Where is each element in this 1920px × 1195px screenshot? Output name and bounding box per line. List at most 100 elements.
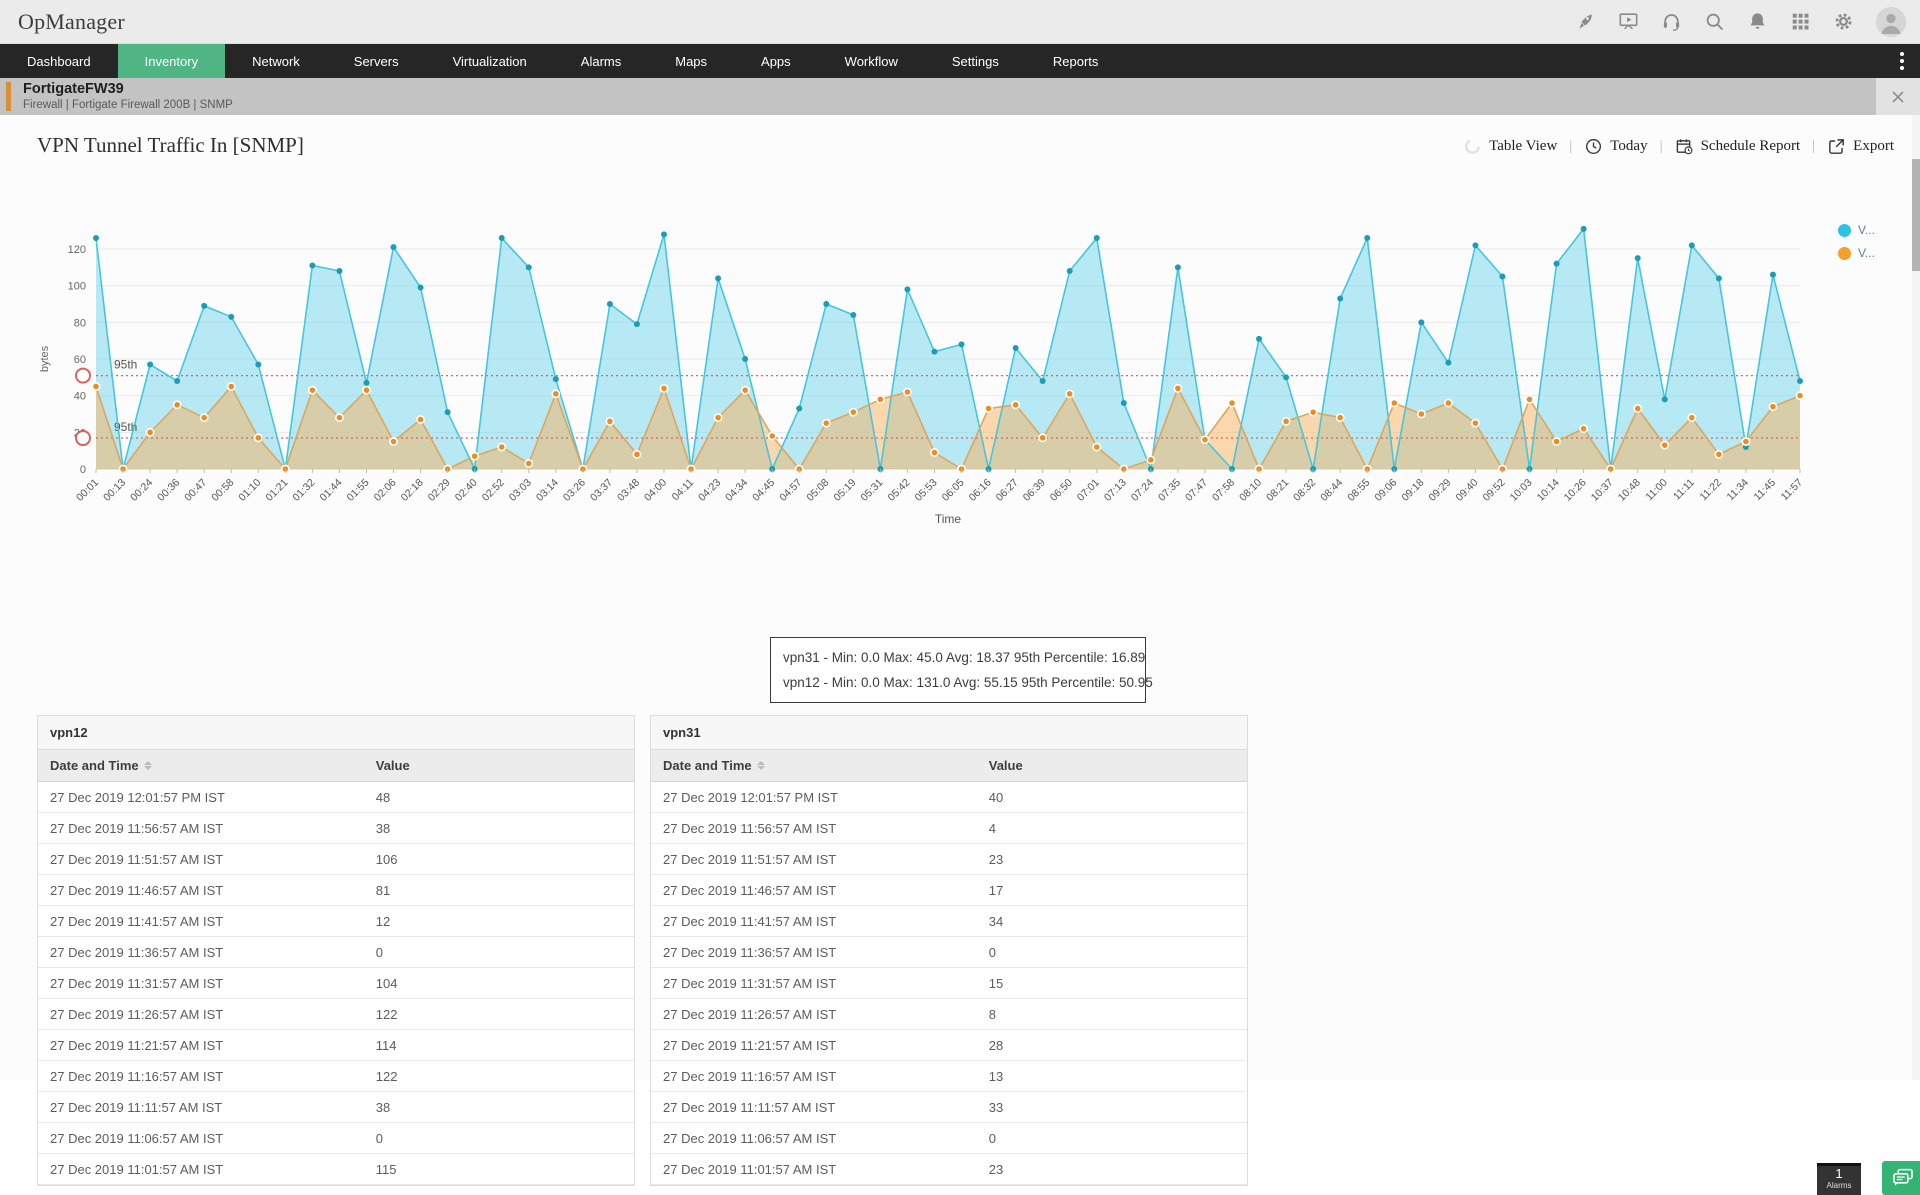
table-view-icon <box>1465 138 1481 155</box>
toolbar-separator: | <box>1569 138 1573 154</box>
avatar[interactable] <box>1876 6 1906 37</box>
svg-text:40: 40 <box>74 391 86 403</box>
table-row[interactable]: 27 Dec 2019 11:06:57 AM IST 0 <box>38 1123 634 1154</box>
cell-datetime: 27 Dec 2019 11:31:57 AM IST <box>663 975 837 991</box>
nav-item-servers[interactable]: Servers <box>353 53 399 69</box>
vpn-traffic-chart[interactable]: 020406080100120bytes95th95th00:0100:1300… <box>18 171 1898 535</box>
table-row[interactable]: 27 Dec 2019 11:16:57 AM IST 13 <box>651 1061 1247 1092</box>
table-row[interactable]: 27 Dec 2019 11:41:57 AM IST 34 <box>651 906 1247 937</box>
svg-text:10:26: 10:26 <box>1562 477 1589 504</box>
nav-item-inventory[interactable]: Inventory <box>117 44 226 78</box>
device-accent-bar <box>6 82 11 111</box>
table-row[interactable]: 27 Dec 2019 11:06:57 AM IST 0 <box>651 1123 1247 1154</box>
svg-text:11:57: 11:57 <box>1779 477 1806 504</box>
table-row[interactable]: 27 Dec 2019 12:01:57 PM IST 40 <box>651 782 1247 813</box>
svg-text:03:26: 03:26 <box>561 477 588 504</box>
alarms-badge[interactable]: 1 Alarms <box>1817 1163 1861 1195</box>
table-row[interactable]: 27 Dec 2019 11:26:57 AM IST 8 <box>651 999 1247 1030</box>
nav-item-settings[interactable]: Settings <box>951 53 999 69</box>
cell-value: 106 <box>375 851 398 867</box>
table-row[interactable]: 27 Dec 2019 11:56:57 AM IST 38 <box>38 813 634 844</box>
legend-item-0[interactable]: V... <box>1838 223 1875 237</box>
column-header-date[interactable]: Date and Time <box>38 758 372 773</box>
export-icon <box>1829 139 1845 154</box>
table-row[interactable]: 27 Dec 2019 11:36:57 AM IST 0 <box>651 937 1247 968</box>
svg-text:03:48: 03:48 <box>615 477 642 504</box>
cell-datetime: 27 Dec 2019 11:26:57 AM IST <box>50 1006 224 1022</box>
cell-value: 0 <box>375 1130 383 1146</box>
search-icon[interactable] <box>1704 11 1725 32</box>
schedule-report-button[interactable]: Schedule Report <box>1675 137 1800 156</box>
nav-item-reports[interactable]: Reports <box>1052 53 1099 69</box>
table-row[interactable]: 27 Dec 2019 11:11:57 AM IST 38 <box>38 1092 634 1123</box>
table-title: vpn12 <box>38 716 634 750</box>
svg-text:04:34: 04:34 <box>723 477 750 504</box>
today-button[interactable]: Today <box>1584 137 1648 156</box>
cell-datetime: 27 Dec 2019 11:11:57 AM IST <box>50 1099 223 1115</box>
nav-item-workflow[interactable]: Workflow <box>844 53 898 69</box>
chat-button[interactable] <box>1882 1161 1920 1195</box>
column-header-value[interactable]: Value <box>988 758 1023 773</box>
column-header-value[interactable]: Value <box>375 758 410 773</box>
rocket-icon[interactable] <box>1575 11 1596 32</box>
svg-text:10:03: 10:03 <box>1508 477 1535 504</box>
table-row[interactable]: 27 Dec 2019 11:51:57 AM IST 23 <box>651 844 1247 875</box>
table-view-button[interactable]: Table View <box>1463 137 1557 156</box>
svg-text:09:52: 09:52 <box>1481 477 1508 504</box>
presentation-icon[interactable] <box>1618 11 1639 32</box>
legend-item-1[interactable]: V... <box>1838 246 1875 260</box>
table-row[interactable]: 27 Dec 2019 11:46:57 AM IST 17 <box>651 875 1247 906</box>
svg-text:01:55: 01:55 <box>345 477 372 504</box>
export-button[interactable]: Export <box>1827 137 1894 156</box>
nav-item-maps[interactable]: Maps <box>675 53 708 69</box>
table-row[interactable]: 27 Dec 2019 11:56:57 AM IST 4 <box>651 813 1247 844</box>
nav-overflow-kebab-icon[interactable] <box>1892 44 1912 78</box>
table-row[interactable]: 27 Dec 2019 11:21:57 AM IST 28 <box>651 1030 1247 1061</box>
svg-text:05:31: 05:31 <box>858 477 885 504</box>
nav-item-apps[interactable]: Apps <box>761 53 791 69</box>
cell-value: 4 <box>988 820 996 836</box>
table-row[interactable]: 27 Dec 2019 12:01:57 PM IST 48 <box>38 782 634 813</box>
table-row[interactable]: 27 Dec 2019 11:51:57 AM IST 106 <box>38 844 634 875</box>
nav-item-alarms[interactable]: Alarms <box>580 53 622 69</box>
svg-text:08:10: 08:10 <box>1237 477 1264 504</box>
table-row[interactable]: 27 Dec 2019 11:36:57 AM IST 0 <box>38 937 634 968</box>
svg-text:11:45: 11:45 <box>1752 477 1779 504</box>
nav-item-dashboard[interactable]: Dashboard <box>27 53 91 69</box>
stats-line-vpn31: vpn31 - Min: 0.0 Max: 45.0 Avg: 18.37 95… <box>783 650 1146 665</box>
data-table-vpn12: vpn12 Date and Time Value 27 Dec 2019 12… <box>37 715 635 1186</box>
apps-grid-icon[interactable] <box>1790 11 1811 32</box>
column-header-date[interactable]: Date and Time <box>651 758 985 773</box>
table-row[interactable]: 27 Dec 2019 11:26:57 AM IST 122 <box>38 999 634 1030</box>
svg-text:07:58: 07:58 <box>1210 477 1237 504</box>
sort-icon[interactable] <box>756 761 765 770</box>
svg-text:10:14: 10:14 <box>1535 477 1562 504</box>
svg-text:09:18: 09:18 <box>1399 477 1426 504</box>
table-row[interactable]: 27 Dec 2019 11:21:57 AM IST 114 <box>38 1030 634 1061</box>
table-row[interactable]: 27 Dec 2019 11:41:57 AM IST 12 <box>38 906 634 937</box>
table-row[interactable]: 27 Dec 2019 11:16:57 AM IST 122 <box>38 1061 634 1092</box>
table-row[interactable]: 27 Dec 2019 11:31:57 AM IST 15 <box>651 968 1247 999</box>
svg-text:11:22: 11:22 <box>1697 477 1724 504</box>
page-scrollbar-thumb[interactable] <box>1912 159 1920 271</box>
svg-text:02:18: 02:18 <box>399 477 426 504</box>
nav-item-virtualization[interactable]: Virtualization <box>452 53 527 69</box>
report-toolbar: Table View | Today | Schedule Report | Export <box>1463 137 1894 156</box>
table-row[interactable]: 27 Dec 2019 11:11:57 AM IST 33 <box>651 1092 1247 1123</box>
bell-icon[interactable] <box>1747 11 1768 32</box>
cell-value: 0 <box>988 1130 996 1146</box>
table-row[interactable]: 27 Dec 2019 11:01:57 AM IST 23 <box>651 1154 1247 1185</box>
close-device-view-button[interactable] <box>1876 78 1920 115</box>
headset-icon[interactable] <box>1661 11 1682 32</box>
gear-icon[interactable] <box>1833 11 1854 32</box>
table-row[interactable]: 27 Dec 2019 11:31:57 AM IST 104 <box>38 968 634 999</box>
nav-item-network[interactable]: Network <box>252 53 300 69</box>
svg-text:05:08: 05:08 <box>804 477 831 504</box>
table-row[interactable]: 27 Dec 2019 11:46:57 AM IST 81 <box>38 875 634 906</box>
page-scrollbar-track[interactable] <box>1912 115 1920 1080</box>
alarms-count: 1 <box>1835 1166 1843 1181</box>
cell-datetime: 27 Dec 2019 11:36:57 AM IST <box>50 944 224 960</box>
svg-text:03:03: 03:03 <box>507 477 534 504</box>
table-row[interactable]: 27 Dec 2019 11:01:57 AM IST 115 <box>38 1154 634 1185</box>
sort-icon[interactable] <box>143 761 152 770</box>
